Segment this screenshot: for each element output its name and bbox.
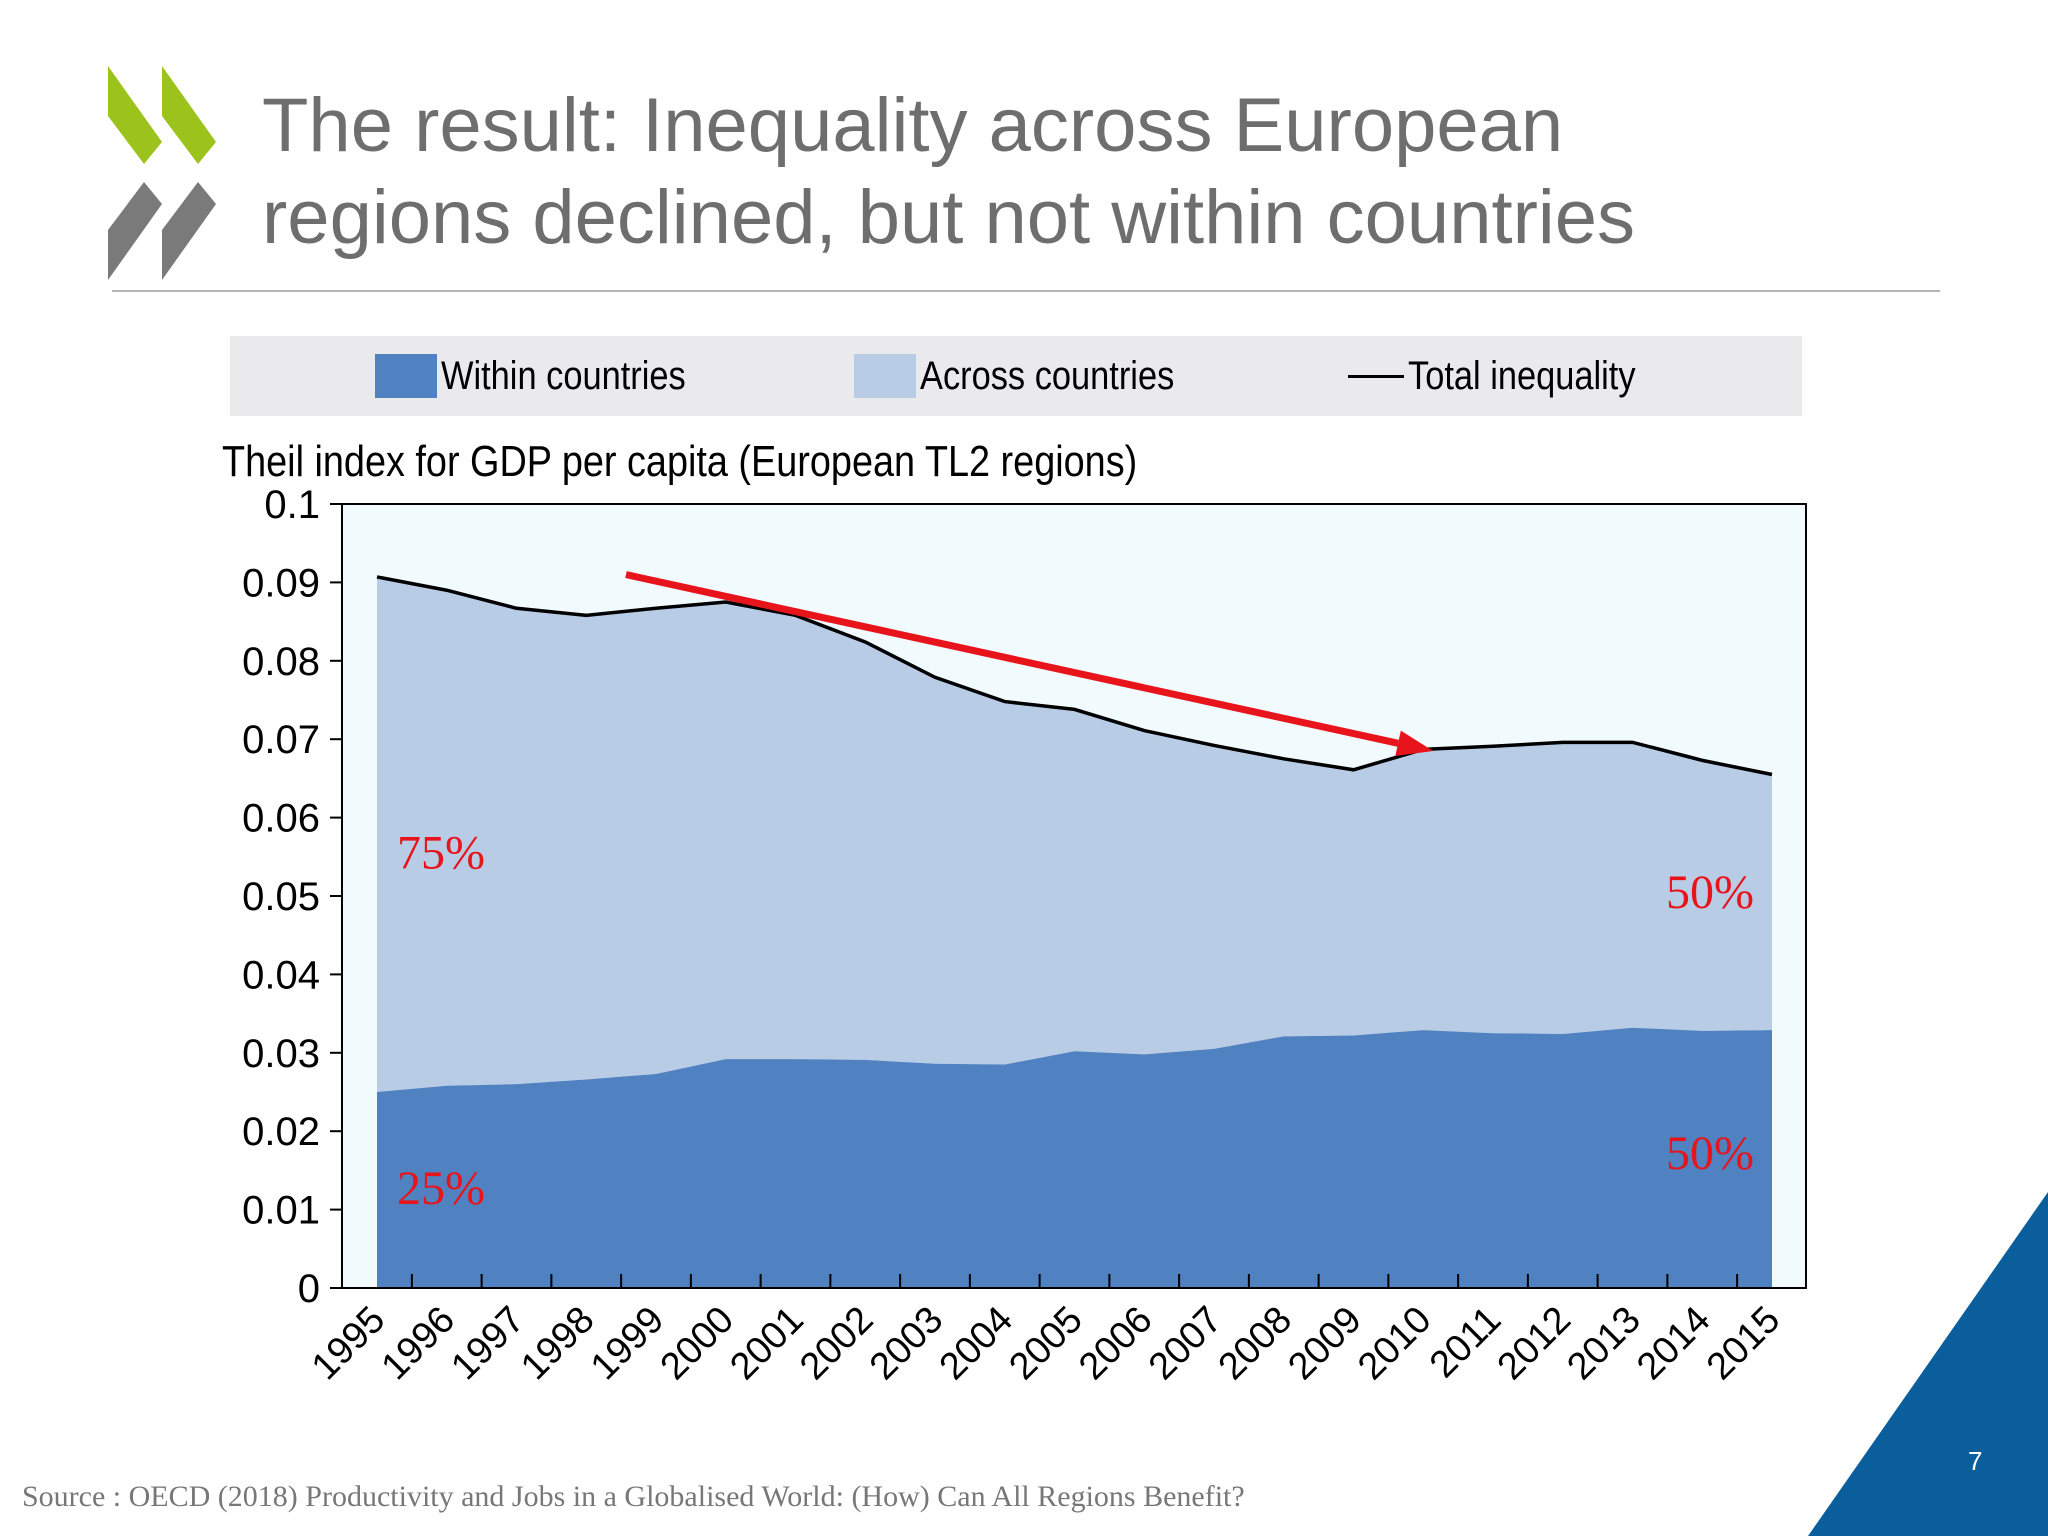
x-tick-label: 2013: [1559, 1299, 1648, 1388]
y-tick-label: 0: [298, 1267, 320, 1311]
trend-arrow-shaft: [625, 571, 1399, 747]
y-tick-label: 0.07: [242, 718, 320, 762]
percent-annotation: 50%: [1666, 1127, 1754, 1180]
area-across-countries: [377, 576, 1772, 1092]
y-tick-label: 0.04: [242, 953, 320, 997]
x-tick-label: 2001: [722, 1299, 811, 1388]
x-tick-label: 2012: [1490, 1299, 1579, 1388]
x-tick-label: 2004: [932, 1299, 1021, 1388]
area-within-countries: [377, 1027, 1772, 1288]
areas-layer: [377, 576, 1772, 1288]
x-axis: 1995199619971998199920002001200220032004…: [304, 1274, 1788, 1388]
line-total-inequality: [376, 575, 1773, 777]
legend-label-across: Across countries: [920, 353, 1175, 398]
y-tick-label: 0.02: [242, 1110, 320, 1154]
y-tick-label: 0.1: [264, 483, 320, 527]
x-tick-label: 1999: [583, 1299, 672, 1388]
y-tick-label: 0.09: [242, 561, 320, 605]
page-number: 7: [1968, 1446, 1983, 1476]
x-tick-label: 1998: [513, 1299, 602, 1388]
annotations-layer: 75% 25% 50% 50%: [397, 827, 1754, 1216]
legend-item-across: Across countries: [854, 336, 1216, 416]
y-tick-label: 0.01: [242, 1189, 320, 1233]
x-tick-label: 1995: [304, 1299, 393, 1388]
legend-item-total: Total inequality: [1348, 336, 1673, 416]
oecd-logo: [108, 66, 216, 280]
legend-swatch-within: [375, 354, 437, 398]
slide-title: The result: Inequality across European r…: [262, 83, 1636, 260]
y-tick-label: 0.03: [242, 1032, 320, 1076]
percent-annotation: 50%: [1666, 866, 1754, 919]
logo-grey-chevron-left: [108, 182, 162, 280]
x-tick-label: 2014: [1629, 1299, 1718, 1388]
x-tick-label: 2010: [1350, 1299, 1439, 1388]
legend-swatch-total: [1348, 374, 1404, 378]
x-tick-label: 1997: [443, 1299, 532, 1388]
y-axis: 0 0.01 0.02 0.03 0.04 0.05 0.06 0.07 0.08 0.09 0.1: [242, 483, 342, 1311]
percent-annotation: 75%: [397, 827, 485, 880]
chart-title: Theil index for GDP per capita (European…: [222, 436, 1137, 485]
y-tick-label: 0.06: [242, 797, 320, 841]
x-tick-label: 2005: [1001, 1299, 1090, 1388]
x-tick-label: 2011: [1422, 1299, 1509, 1386]
x-tick-label: 2007: [1141, 1299, 1230, 1388]
x-tick-label: 2003: [862, 1299, 951, 1388]
logo-green-chevron-left: [108, 66, 162, 164]
line-layer: [376, 575, 1773, 777]
title-divider: [112, 290, 1940, 292]
y-tick-label: 0.05: [242, 875, 320, 919]
trend-arrow-head: [1395, 730, 1434, 756]
legend-item-within: Within countries: [375, 336, 726, 416]
trend-arrow: [625, 571, 1434, 756]
legend-label-within: Within countries: [441, 353, 686, 398]
corner-decoration: [1808, 1192, 2048, 1536]
chart-legend: Within countries Across countries Total …: [230, 336, 1802, 416]
x-tick-label: 1996: [374, 1299, 463, 1388]
x-tick-label: 2015: [1699, 1299, 1788, 1388]
percent-annotation: 25%: [397, 1162, 485, 1215]
legend-swatch-across: [854, 354, 916, 398]
x-tick-label: 2002: [792, 1299, 881, 1388]
logo-grey-chevron-right: [162, 182, 216, 280]
y-tick-label: 0.08: [242, 640, 320, 684]
logo-green-chevron-right: [162, 66, 216, 164]
x-tick-label: 2008: [1211, 1299, 1300, 1388]
source-note: Source : OECD (2018) Productivity and Jo…: [22, 1480, 1245, 1513]
x-tick-label: 2009: [1280, 1299, 1369, 1388]
x-tick-label: 2006: [1071, 1299, 1160, 1388]
x-tick-label: 2000: [653, 1299, 742, 1388]
legend-label-total: Total inequality: [1408, 353, 1636, 398]
